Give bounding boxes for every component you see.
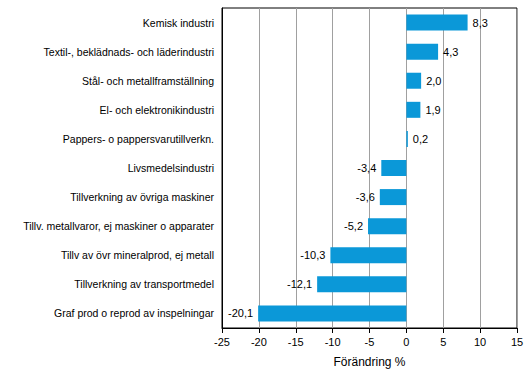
svg-text:Pappers- o pappersvarutillverk: Pappers- o pappersvarutillverkn. — [63, 133, 214, 145]
svg-text:Tillv. metallvaror, ej maskine: Tillv. metallvaror, ej maskiner o appara… — [23, 220, 214, 232]
svg-text:5: 5 — [440, 336, 446, 348]
svg-text:Tillv av övr mineralprod, ej m: Tillv av övr mineralprod, ej metall — [61, 249, 214, 261]
svg-text:Tillverkning av övriga maskine: Tillverkning av övriga maskiner — [70, 191, 214, 203]
svg-text:-5: -5 — [365, 336, 375, 348]
svg-text:-15: -15 — [288, 336, 304, 348]
svg-text:-3,4: -3,4 — [357, 162, 376, 174]
svg-text:-10,3: -10,3 — [300, 249, 325, 261]
svg-text:Textil-, beklädnads- och läder: Textil-, beklädnads- och läderindustri — [44, 46, 214, 58]
svg-text:Graf prod o reprod av inspelni: Graf prod o reprod av inspelningar — [54, 307, 214, 319]
svg-text:8,3: 8,3 — [473, 17, 488, 29]
svg-text:-25: -25 — [214, 336, 230, 348]
svg-text:15: 15 — [511, 336, 523, 348]
svg-text:Tillverkning av transportmedel: Tillverkning av transportmedel — [74, 278, 214, 290]
svg-text:El- och elektronikindustri: El- och elektronikindustri — [100, 104, 214, 116]
svg-text:0,2: 0,2 — [413, 133, 428, 145]
svg-text:Stål- och metallframställning: Stål- och metallframställning — [82, 75, 214, 87]
svg-text:10: 10 — [474, 336, 486, 348]
svg-text:Livsmedelsindustri: Livsmedelsindustri — [128, 162, 214, 174]
svg-text:1,9: 1,9 — [425, 104, 440, 116]
svg-text:4,3: 4,3 — [443, 46, 458, 58]
svg-text:-3,6: -3,6 — [356, 191, 375, 203]
svg-text:Kemisk industri: Kemisk industri — [143, 17, 214, 29]
svg-text:-20,1: -20,1 — [228, 307, 253, 319]
svg-text:-10: -10 — [325, 336, 341, 348]
svg-text:-20: -20 — [251, 336, 267, 348]
svg-text:-5,2: -5,2 — [344, 220, 363, 232]
svg-text:0: 0 — [403, 336, 409, 348]
svg-text:2,0: 2,0 — [426, 75, 441, 87]
svg-text:-12,1: -12,1 — [287, 278, 312, 290]
svg-text:Förändring %: Förändring % — [333, 355, 405, 369]
